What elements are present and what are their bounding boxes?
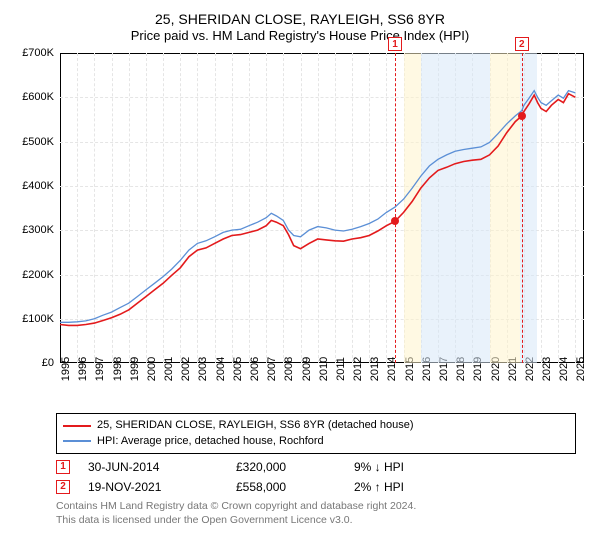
price-chart: £0£100K£200K£300K£400K£500K£600K£700K199…: [14, 51, 586, 407]
transaction-marker: 2: [515, 37, 529, 51]
trade-marker-icon: 1: [56, 460, 70, 474]
trade-marker-icon: 2: [56, 480, 70, 494]
legend-row: 25, SHERIDAN CLOSE, RAYLEIGH, SS6 8YR (d…: [63, 418, 569, 433]
trade-table: 1 30-JUN-2014 £320,000 9% ↓ HPI 2 19-NOV-2021…: [56, 460, 576, 494]
legend: 25, SHERIDAN CLOSE, RAYLEIGH, SS6 8YR (d…: [56, 413, 576, 454]
legend-row: HPI: Average price, detached house, Roch…: [63, 434, 569, 449]
legend-label: 25, SHERIDAN CLOSE, RAYLEIGH, SS6 8YR (d…: [97, 418, 414, 433]
chart-title: 25, SHERIDAN CLOSE, RAYLEIGH, SS6 8YR: [10, 10, 590, 28]
trade-row: 2 19-NOV-2021 £558,000 2% ↑ HPI: [56, 480, 576, 494]
trade-delta: 2% ↑ HPI: [354, 480, 404, 494]
trade-date: 19-NOV-2021: [88, 480, 218, 494]
transaction-marker: 1: [388, 37, 402, 51]
trade-delta: 9% ↓ HPI: [354, 460, 404, 474]
footer-line: Contains HM Land Registry data © Crown c…: [56, 500, 576, 514]
trade-date: 30-JUN-2014: [88, 460, 218, 474]
trade-price: £558,000: [236, 480, 336, 494]
footer-line: This data is licensed under the Open Gov…: [56, 514, 576, 528]
trade-price: £320,000: [236, 460, 336, 474]
footer-attribution: Contains HM Land Registry data © Crown c…: [56, 500, 576, 527]
legend-label: HPI: Average price, detached house, Roch…: [97, 434, 324, 449]
chart-subtitle: Price paid vs. HM Land Registry's House …: [10, 28, 590, 43]
trade-row: 1 30-JUN-2014 £320,000 9% ↓ HPI: [56, 460, 576, 474]
